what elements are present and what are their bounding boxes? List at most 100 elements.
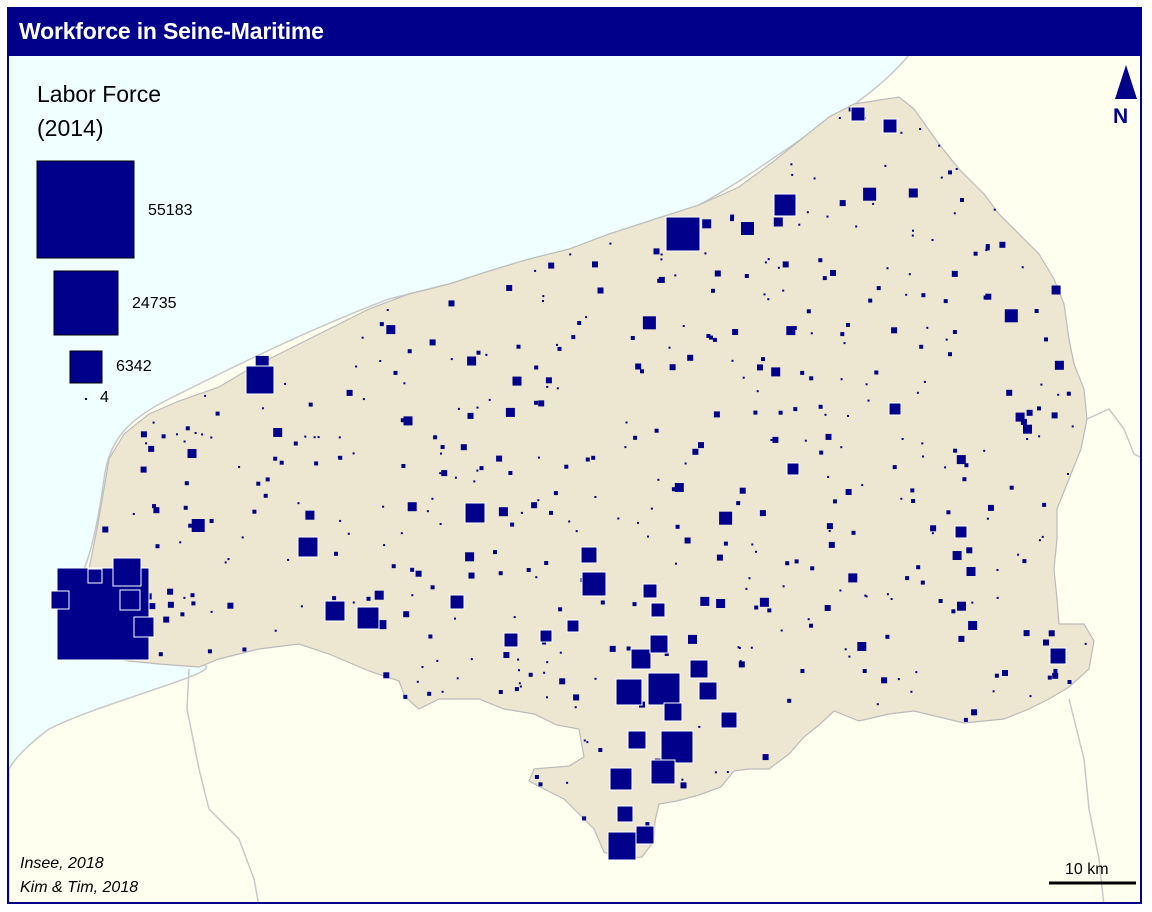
commune-symbol bbox=[996, 569, 999, 571]
commune-symbol bbox=[868, 298, 873, 303]
commune-symbol bbox=[506, 285, 513, 291]
commune-symbol bbox=[465, 552, 475, 562]
commune-symbol bbox=[467, 412, 474, 419]
commune-symbol bbox=[383, 672, 390, 679]
commune-symbol bbox=[439, 523, 442, 525]
commune-symbol bbox=[649, 634, 669, 654]
commune-symbol bbox=[293, 441, 298, 446]
commune-symbol bbox=[1002, 670, 1008, 676]
commune-symbol bbox=[1067, 680, 1072, 684]
commune-symbol bbox=[185, 426, 190, 431]
commune-symbol bbox=[921, 293, 926, 298]
commune-symbol bbox=[332, 596, 337, 601]
commune-symbol bbox=[1021, 266, 1024, 269]
commune-symbol bbox=[773, 217, 783, 227]
commune-symbol bbox=[687, 354, 694, 361]
commune-symbol bbox=[441, 470, 448, 477]
commune-symbol bbox=[844, 648, 847, 651]
south-boundary-line bbox=[186, 668, 260, 902]
commune-symbol bbox=[538, 400, 545, 407]
commune-symbol bbox=[158, 652, 163, 657]
commune-symbol bbox=[537, 456, 540, 459]
commune-symbol bbox=[339, 519, 342, 522]
commune-symbol bbox=[759, 510, 766, 517]
commune-symbol bbox=[848, 573, 858, 583]
commune-symbol bbox=[356, 606, 380, 630]
commune-symbol bbox=[971, 709, 978, 716]
commune-symbol bbox=[545, 377, 552, 384]
commune-symbol bbox=[635, 825, 655, 845]
commune-symbol bbox=[962, 477, 967, 482]
commune-symbol bbox=[190, 593, 195, 598]
commune-symbol bbox=[512, 376, 522, 386]
commune-symbol bbox=[427, 691, 432, 696]
commune-symbol bbox=[642, 583, 658, 599]
commune-symbol bbox=[675, 524, 680, 529]
commune-symbol bbox=[401, 464, 406, 468]
commune-symbol bbox=[338, 455, 343, 460]
commune-symbol bbox=[945, 338, 948, 341]
north-label: N bbox=[1113, 105, 1129, 128]
commune-symbol bbox=[863, 187, 877, 201]
commune-symbol bbox=[905, 293, 908, 296]
commune-symbol bbox=[279, 460, 284, 465]
commune-symbol bbox=[575, 530, 578, 533]
commune-symbol bbox=[440, 445, 445, 449]
commune-symbol bbox=[546, 696, 548, 699]
commune-symbol bbox=[726, 771, 729, 773]
commune-symbol bbox=[542, 300, 544, 302]
commune-symbol bbox=[892, 465, 897, 470]
legend-square-55183 bbox=[36, 160, 135, 259]
commune-symbol bbox=[191, 519, 205, 532]
commune-symbol bbox=[658, 276, 665, 283]
commune-symbol bbox=[1015, 412, 1025, 422]
commune-symbol bbox=[210, 610, 213, 613]
commune-symbol bbox=[955, 168, 958, 170]
commune-symbol bbox=[382, 505, 385, 508]
commune-symbol bbox=[792, 326, 797, 330]
commune-symbol bbox=[430, 585, 435, 590]
commune-symbol bbox=[566, 781, 569, 784]
commune-symbol bbox=[1052, 672, 1059, 679]
commune-symbol bbox=[716, 554, 723, 561]
commune-symbol bbox=[872, 202, 875, 205]
commune-symbol bbox=[993, 208, 996, 211]
commune-symbol bbox=[711, 288, 715, 293]
commune-symbol bbox=[403, 611, 410, 618]
commune-symbol bbox=[992, 690, 995, 693]
commune-symbol bbox=[732, 329, 739, 335]
commune-symbol bbox=[876, 286, 881, 291]
commune-symbol bbox=[183, 440, 186, 443]
commune-symbol bbox=[379, 360, 382, 362]
commune-symbol bbox=[985, 293, 992, 300]
commune-symbols bbox=[50, 106, 1087, 861]
commune-symbol bbox=[403, 416, 413, 426]
commune-symbol bbox=[862, 669, 867, 673]
commune-symbol bbox=[592, 261, 598, 268]
commune-symbol bbox=[916, 565, 921, 570]
commune-symbol bbox=[1041, 535, 1044, 538]
commune-symbol bbox=[778, 410, 783, 415]
commune-symbol bbox=[800, 669, 805, 673]
commune-symbol bbox=[839, 200, 846, 207]
credit-line-1: Insee, 2018 bbox=[20, 855, 104, 872]
commune-symbol bbox=[809, 376, 814, 381]
commune-symbol bbox=[650, 602, 666, 618]
commune-symbol bbox=[804, 439, 807, 442]
commune-symbol bbox=[448, 300, 455, 307]
commune-symbol bbox=[152, 504, 156, 509]
commune-symbol bbox=[454, 476, 457, 479]
commune-symbol bbox=[457, 407, 460, 410]
commune-symbol bbox=[709, 335, 713, 340]
commune-symbol bbox=[167, 601, 174, 608]
legend-square-6342 bbox=[69, 350, 103, 384]
commune-symbol bbox=[498, 571, 503, 576]
commune-symbol bbox=[362, 398, 365, 401]
commune-symbol bbox=[179, 541, 182, 544]
commune-symbol bbox=[488, 398, 491, 401]
commune-symbol bbox=[910, 488, 915, 493]
commune-symbol bbox=[1023, 630, 1030, 637]
commune-symbol bbox=[911, 499, 916, 503]
commune-symbol bbox=[1047, 675, 1052, 680]
commune-symbol bbox=[985, 244, 990, 248]
